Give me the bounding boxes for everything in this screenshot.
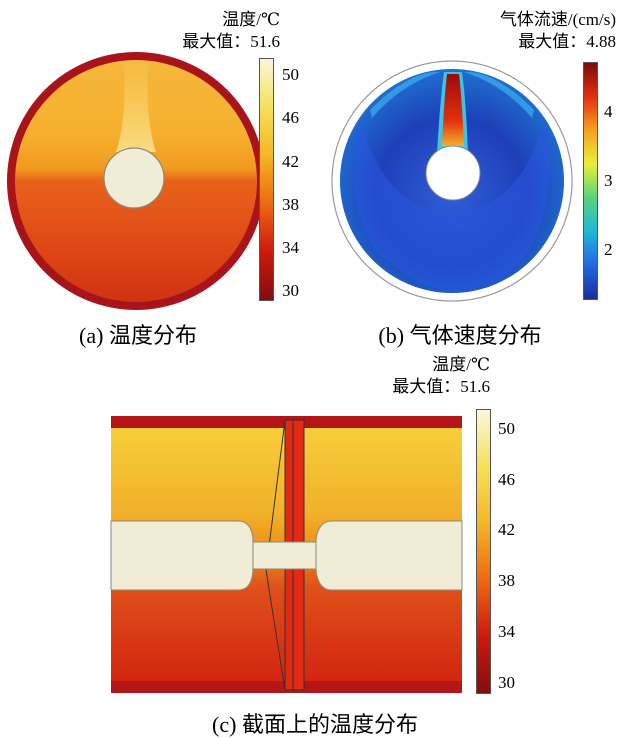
colorbar-tick-label: 50 [282,65,299,84]
panel-b-colorbar-ticks: 4 3 2 [604,62,624,300]
panel-c-caption: (c) 截面上的温度分布 [212,712,418,737]
colorbar-tick-label: 42 [498,520,515,540]
colorbar-tick-label: 2 [604,240,613,260]
panel-c-colorbar-ticks: 50 46 42 38 34 30 [498,409,538,694]
colorbar-tick-label: 38 [498,571,515,591]
panel-c-colorbar-title: 温度/℃ [432,355,490,374]
colorbar-tick-label: 38 [282,194,299,214]
colorbar-tick-label: 42 [282,151,299,171]
colorbar-tick-label: 50 [498,418,515,438]
panel-b-colorbar [583,62,598,300]
panel-b-colorbar-title: 气体流速/(cm/s) [499,10,616,29]
panel-c-max-label: 最大值：51.6 [392,377,490,396]
colorbar-tick-label: 30 [282,281,299,301]
colorbar-tick-label: 4 [604,101,613,121]
panel-a-caption: (a) 温度分布 [79,323,197,348]
panel-c-colorbar [476,409,491,694]
panel-a-colorbar [259,58,274,301]
panel-a-colorbar-ticks: 50 46 42 38 34 30 [282,58,322,301]
panel-b-max-label: 最大值：4.88 [518,32,616,51]
cross-section-plot [110,416,463,693]
colorbar-tick-label: 3 [604,171,613,190]
colorbar-tick-label: 46 [498,469,515,489]
panel-a-colorbar-title: 温度/℃ [222,10,280,29]
panel-b-caption: (b) 气体速度分布 [378,323,542,348]
velocity-disc [331,60,573,302]
temperature-disc [7,52,265,310]
panel-a-max-label: 最大值：51.6 [182,32,280,51]
colorbar-tick-label: 46 [282,108,299,128]
colorbar-tick-label: 34 [498,621,515,641]
colorbar-tick-label: 30 [498,672,515,692]
colorbar-tick-label: 34 [282,238,299,258]
